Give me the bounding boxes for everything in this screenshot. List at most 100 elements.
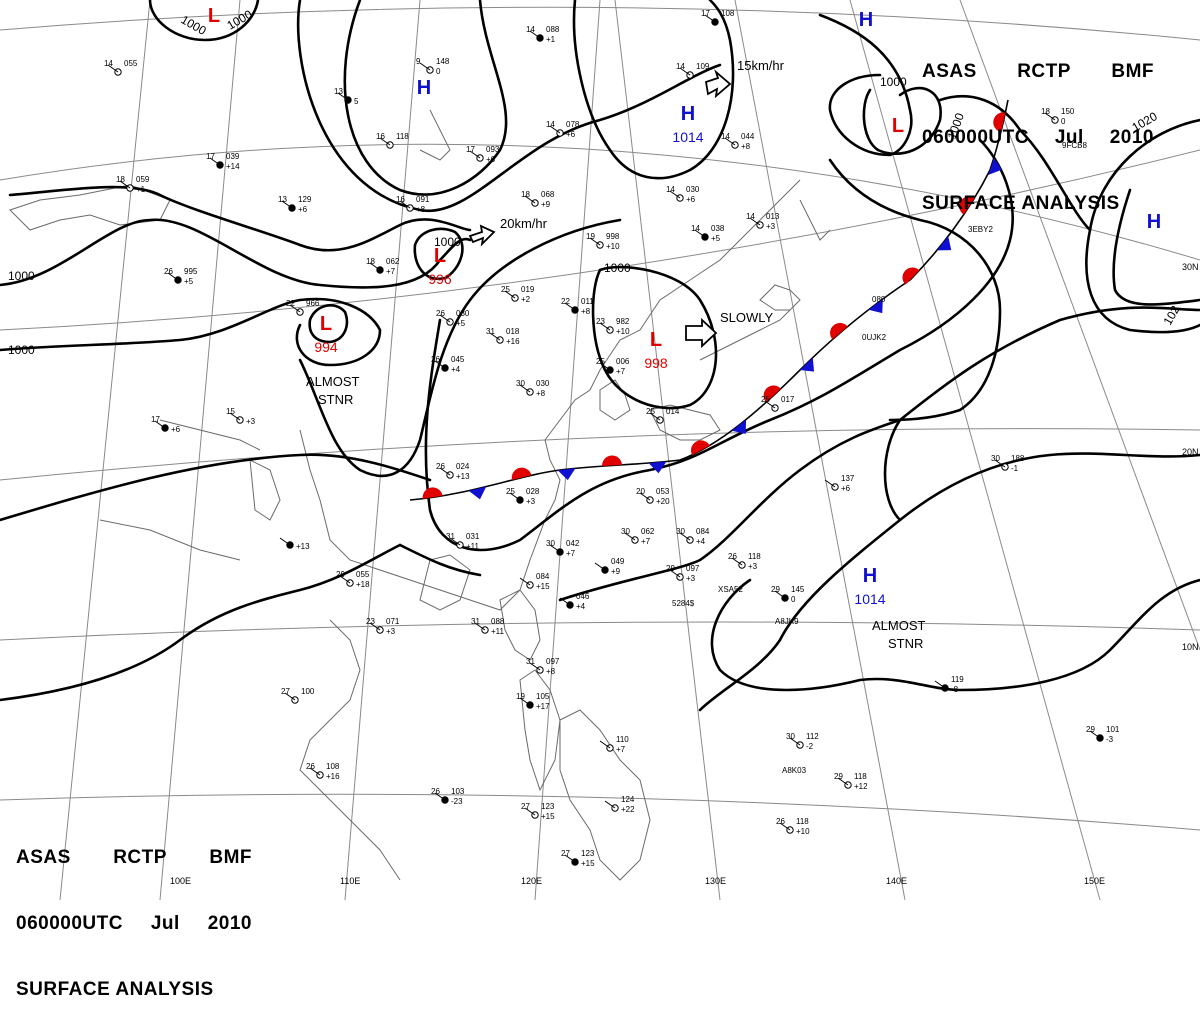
station-plot: 30 084+4 <box>676 527 710 546</box>
isobar-label: 1000 <box>8 343 35 357</box>
center-letter: L <box>434 245 446 267</box>
cold-front-triangle <box>868 298 883 314</box>
header-year: 2010 <box>1109 127 1154 148</box>
station-pressure: 982 <box>616 317 630 326</box>
station-tendency: +22 <box>621 805 635 814</box>
station-tendency: +7 <box>616 367 626 376</box>
wind-barb <box>604 800 616 809</box>
station-temp: 26 <box>164 267 173 276</box>
station-temp: 30 <box>621 527 630 536</box>
station-temp: 17 <box>466 145 475 154</box>
station-temp: 31 <box>526 657 535 666</box>
station-temp: 29 <box>771 585 780 594</box>
wind-barb <box>774 590 786 599</box>
station-pressure: 024 <box>456 462 470 471</box>
coastline <box>299 429 561 611</box>
warm-front-semicircle <box>993 112 1006 133</box>
warm-front-semicircle <box>830 322 848 340</box>
station-pressure: 110 <box>616 735 629 744</box>
station-plot: 30 062+7 <box>621 527 655 546</box>
wind-barb <box>564 302 576 311</box>
longitude-label: 110E <box>340 876 360 886</box>
warm-front-semicircle <box>763 385 781 403</box>
wind-barb <box>824 479 836 488</box>
station-plot: 14 078+6 <box>546 120 580 139</box>
wind-barb <box>549 125 561 134</box>
wind-barb <box>107 64 119 73</box>
longitude-label: 100E <box>170 876 191 886</box>
station-pressure: 966 <box>306 299 320 308</box>
station-tendency: +7 <box>616 745 626 754</box>
wind-barb <box>399 200 411 209</box>
station-temp: 25 <box>646 407 655 416</box>
station-plot: 22 966 <box>286 299 320 316</box>
header-product: SURFACE ANALYSIS <box>922 193 1120 214</box>
station-plot: 20 053+20 <box>636 487 670 506</box>
wind-barb <box>289 304 301 313</box>
station-plot: 29 097+3 <box>666 564 700 583</box>
wind-barb <box>694 229 706 238</box>
station-plot: 084+15 <box>519 572 550 591</box>
station-temp: 25 <box>596 357 605 366</box>
station-plot: 25 028+3 <box>506 487 540 506</box>
wind-barb <box>284 692 296 701</box>
low-pressure-center: L <box>892 115 904 137</box>
station-temp: 31 <box>446 532 455 541</box>
station-tendency: +4 <box>576 602 586 611</box>
header-office: BMF <box>1111 61 1154 82</box>
station-temp: 20 <box>636 487 645 496</box>
station-temp: 30 <box>676 527 685 536</box>
wind-barb <box>119 180 131 189</box>
movement-labels: 15km/hr 20km/hr SLOWLY ALMOST STNR ALMOS… <box>306 58 926 651</box>
station-pressure: 998 <box>606 232 620 241</box>
station-temp: 14 <box>746 212 755 221</box>
low-pressure-center: L 996 <box>428 245 452 287</box>
station-tendency: +3 <box>766 222 776 231</box>
station-temp: 26 <box>436 309 445 318</box>
movement-arrow-slowly <box>685 317 718 349</box>
wind-barb <box>209 157 221 166</box>
station-pressure: 071 <box>386 617 400 626</box>
wind-barb <box>379 137 391 146</box>
meridian-line <box>59 0 151 900</box>
coastline <box>519 669 561 792</box>
station-temp: 29 <box>666 564 675 573</box>
station-temp: 14 <box>691 224 700 233</box>
station-pressure: 118 <box>396 132 409 141</box>
center-letter: L <box>892 115 904 137</box>
station-temp: 14 <box>104 59 113 68</box>
header-time: 060000UTC <box>16 913 123 934</box>
wind-barb <box>434 360 446 369</box>
station-temp: 26 <box>728 552 737 561</box>
station-plot: 26 024+13 <box>436 462 470 481</box>
station-temp: 26 <box>436 462 445 471</box>
isobar <box>0 297 382 367</box>
wind-barb <box>564 854 576 863</box>
isobar <box>1112 188 1200 306</box>
coastline <box>559 709 651 881</box>
parallel-line <box>0 428 1200 481</box>
almost-stationary-label: STNR <box>318 392 353 407</box>
wind-barb <box>524 195 536 204</box>
latitude-label: 30N <box>1182 262 1199 272</box>
station-tendency: +5 <box>456 319 466 328</box>
isobars <box>0 0 1200 712</box>
station-temp: 19 <box>586 232 595 241</box>
station-tendency: +6 <box>171 425 181 434</box>
cold-front-triangle <box>937 236 952 251</box>
isobar <box>1085 118 1200 334</box>
station-tendency: +11 <box>491 627 505 636</box>
isobar <box>828 158 1002 422</box>
station-plot: 25 019+2 <box>501 285 535 304</box>
station-pressure: 088 <box>546 25 560 34</box>
station-tendency: +6 <box>566 130 576 139</box>
wind-barb <box>679 532 691 541</box>
station-tendency: +5 <box>184 277 194 286</box>
meridian-line <box>849 0 1101 900</box>
station-tendency: +8 <box>416 205 426 214</box>
center-letter: H <box>863 565 877 587</box>
station-pressure: 105 <box>536 692 550 701</box>
station-tendency: +10 <box>796 827 810 836</box>
station-tendency: -3 <box>1106 735 1114 744</box>
